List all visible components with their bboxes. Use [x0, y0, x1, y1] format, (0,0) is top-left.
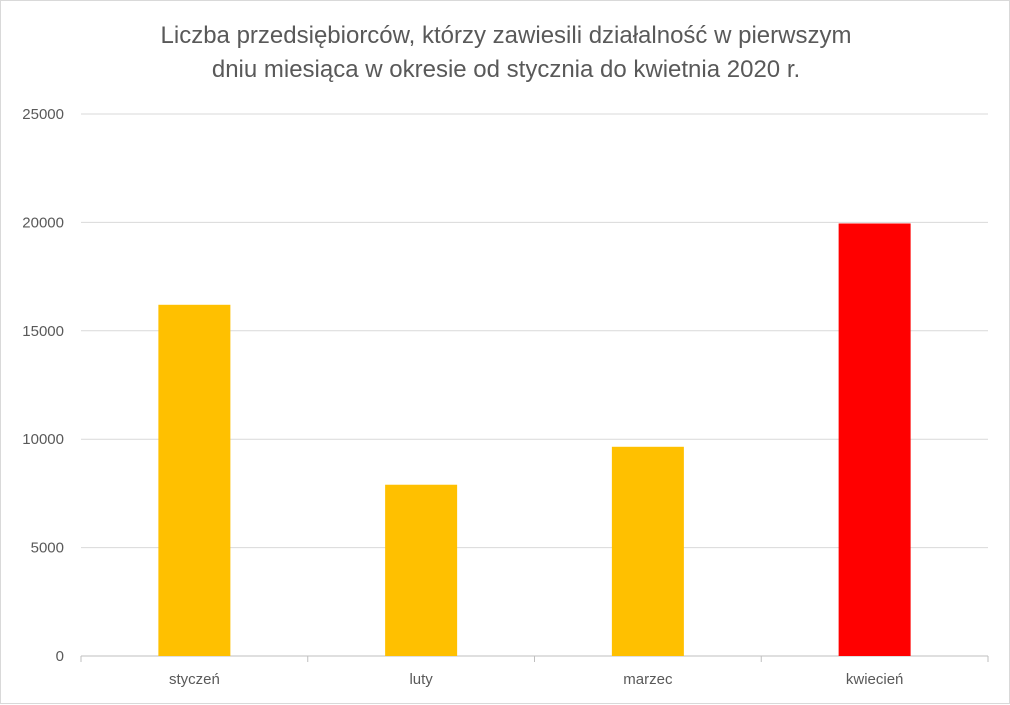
- x-tick-label: marzec: [623, 671, 673, 688]
- y-tick-label: 25000: [22, 106, 64, 123]
- y-tick-label: 20000: [22, 214, 64, 231]
- bar-marzec: [611, 446, 684, 656]
- bar-kwiecień: [838, 223, 911, 656]
- chart-title-line-1: Liczba przedsiębiorców, którzy zawiesili…: [160, 22, 852, 49]
- chart-title: Liczba przedsiębiorców, którzy zawiesili…: [1, 19, 1010, 87]
- x-tick-label: kwiecień: [846, 671, 904, 688]
- x-tick-label: luty: [409, 671, 433, 688]
- bar-styczeń: [158, 304, 231, 656]
- chart-title-line-2: dniu miesiąca w okresie od stycznia do k…: [211, 56, 801, 83]
- y-tick-label: 10000: [22, 431, 64, 448]
- y-tick-label: 0: [56, 648, 64, 665]
- y-tick-label: 5000: [31, 540, 64, 557]
- bar-luty: [385, 484, 458, 656]
- y-tick-label: 15000: [22, 323, 64, 340]
- x-tick-label: styczeń: [169, 671, 220, 688]
